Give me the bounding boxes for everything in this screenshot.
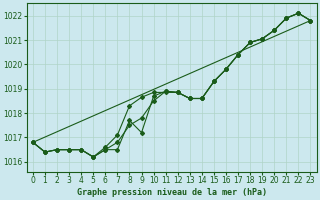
X-axis label: Graphe pression niveau de la mer (hPa): Graphe pression niveau de la mer (hPa): [77, 188, 267, 197]
